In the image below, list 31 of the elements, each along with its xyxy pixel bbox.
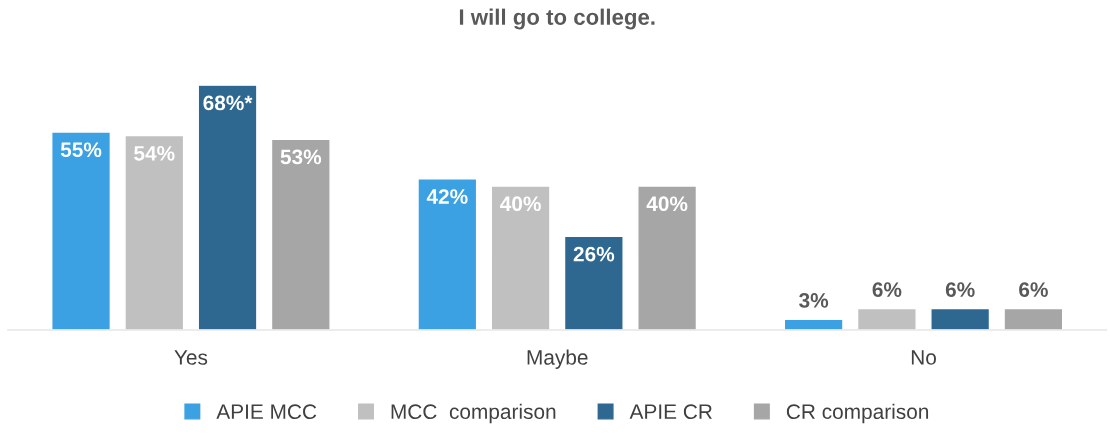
data-label: 53% — [280, 149, 322, 165]
bar — [270, 138, 331, 331]
bar — [417, 178, 478, 331]
data-label: 55% — [60, 142, 102, 158]
data-label: 6% — [872, 282, 902, 297]
data-label: 68%* — [203, 95, 253, 111]
x-tick-label: Yes — [174, 350, 208, 365]
x-tick-label: Maybe — [527, 349, 588, 369]
bar — [930, 307, 991, 331]
bar — [563, 235, 624, 331]
chart-title: I will go to college. — [459, 8, 655, 30]
data-label: 6% — [1019, 282, 1048, 297]
bar — [197, 84, 258, 331]
bar — [856, 307, 917, 331]
data-label: 54% — [134, 145, 175, 161]
data-label: 26% — [573, 246, 615, 262]
data-label: 3% — [799, 293, 829, 308]
legend-label: APIE MCC — [216, 404, 317, 420]
bar — [490, 185, 551, 331]
bar — [1003, 307, 1064, 331]
data-label: 40% — [646, 196, 688, 212]
bar — [637, 185, 698, 331]
data-label: 42% — [426, 189, 468, 204]
bar — [124, 134, 185, 331]
data-label: 6% — [945, 282, 975, 297]
x-tick-label: No — [911, 350, 936, 365]
bar — [51, 131, 112, 331]
legend-label: APIE CR — [629, 404, 712, 420]
legend-label: MCC comparison — [391, 403, 556, 424]
data-label: 40% — [500, 196, 541, 212]
legend-label: CR comparison — [786, 403, 929, 424]
